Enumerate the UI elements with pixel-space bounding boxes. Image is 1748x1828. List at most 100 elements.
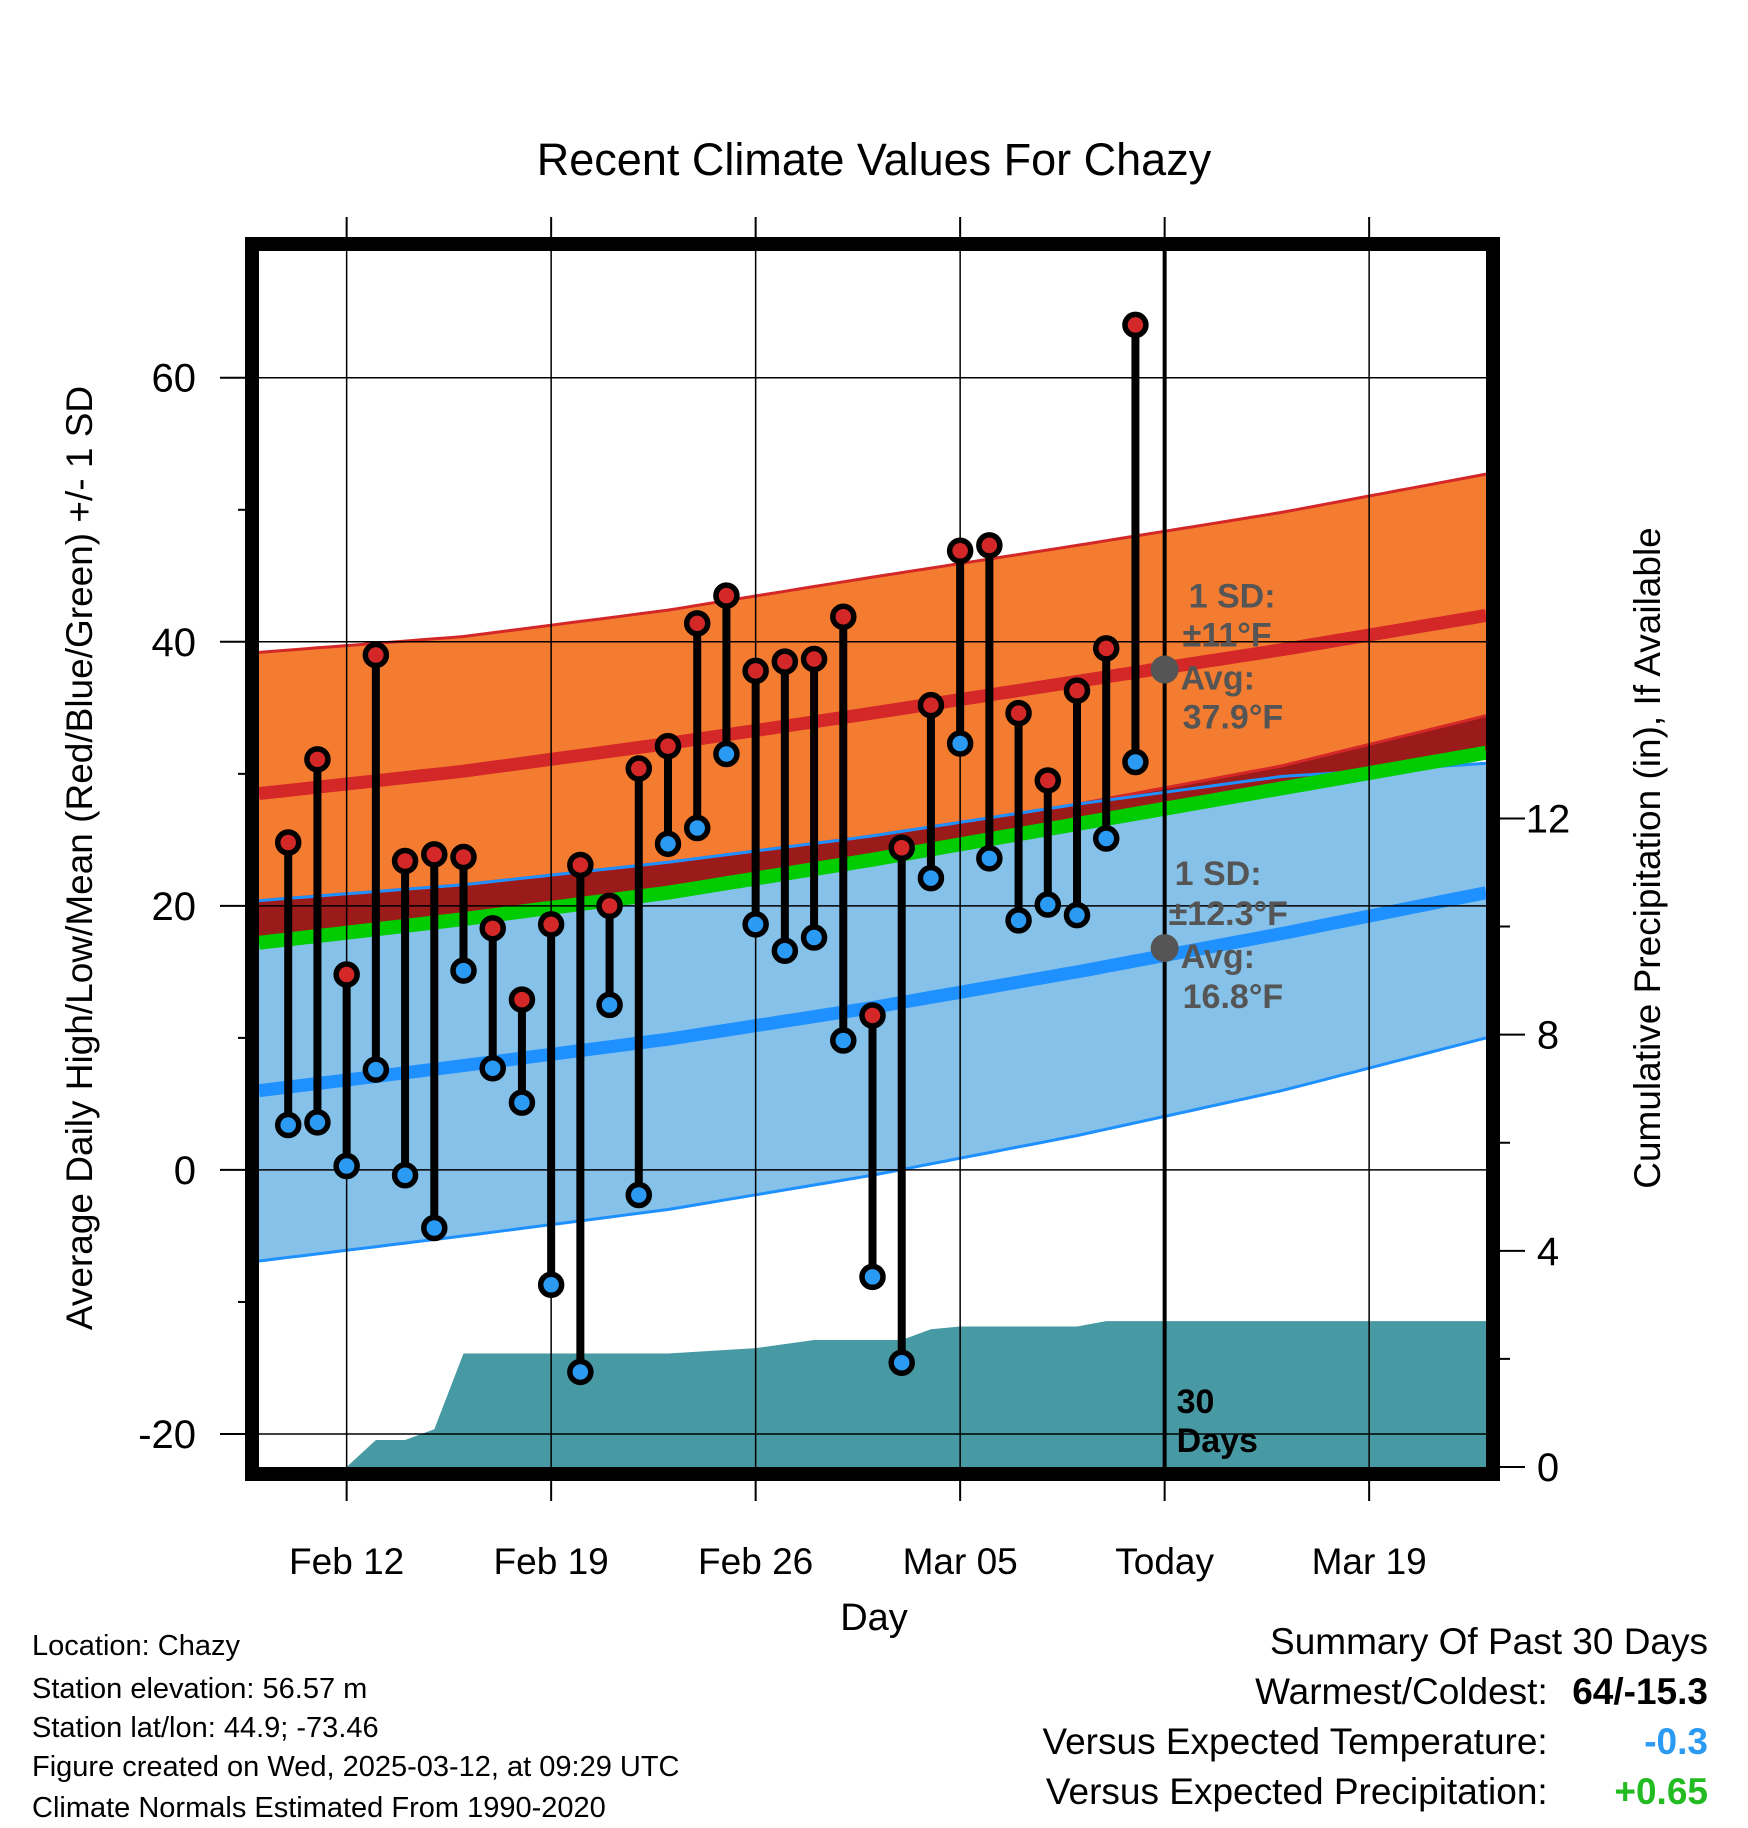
- summary-temp-row: Versus Expected Temperature: -0.3: [1042, 1717, 1708, 1767]
- obs-low-point: [508, 1089, 536, 1116]
- footer-location: Location: Chazy: [32, 1630, 240, 1662]
- obs-high-point: [917, 691, 945, 719]
- low-avg-marker: [1150, 934, 1179, 963]
- obs-low-point: [654, 830, 682, 858]
- sd-overlap-band: [259, 715, 1486, 943]
- obs-low-point: [304, 1109, 331, 1136]
- plot-area: [259, 251, 1486, 1467]
- footer-elevation: Station elevation: 56.57 m: [32, 1673, 368, 1705]
- x-tick-label: Mar 19: [1312, 1541, 1427, 1582]
- obs-low-point: [1034, 891, 1062, 918]
- x-axis-label: Day: [840, 1597, 908, 1639]
- obs-low-point: [976, 845, 1003, 872]
- axes: Feb 12 Feb 19 Feb 26 Mar 05 Today Mar 19 -20 0 2…: [138, 217, 1570, 1582]
- obs-high-point: [274, 829, 302, 856]
- obs-high-point: [304, 746, 331, 773]
- summary-precip-label: Versus Expected Precipitation:: [1045, 1771, 1548, 1812]
- y-tick-label: 60: [152, 357, 197, 401]
- footer-normals: Climate Normals Estimated From 1990-2020: [32, 1792, 606, 1824]
- obs-low-point: [274, 1111, 302, 1139]
- obs-high-point: [333, 961, 360, 988]
- obs-high-point: [976, 532, 1003, 559]
- y2-tick-label: 0: [1537, 1446, 1559, 1490]
- summary-title: Summary Of Past 30 Days: [1270, 1621, 1708, 1662]
- obs-low-point: [479, 1055, 506, 1082]
- summary-temp-label: Versus Expected Temperature:: [1042, 1721, 1548, 1762]
- y2-axis-label: Cumulative Precipitation (in), If Availa…: [1627, 527, 1668, 1189]
- y-tick-label: -20: [138, 1413, 196, 1457]
- y2-tick-label: 4: [1537, 1230, 1559, 1274]
- obs-low-point: [917, 864, 945, 892]
- obs-high-point: [479, 915, 506, 942]
- obs-high-point: [450, 843, 477, 871]
- obs-low-point: [1005, 907, 1032, 934]
- obs-high-point: [742, 657, 769, 685]
- obs-low-point: [391, 1161, 419, 1189]
- obs-high-point: [362, 641, 390, 669]
- y-tick-label: 0: [174, 1149, 196, 1193]
- low-sd-value: ±12.3°F: [1169, 895, 1288, 933]
- obs-high-point: [567, 851, 594, 879]
- obs-high-point: [1005, 699, 1032, 727]
- obs-high-point: [596, 892, 623, 920]
- x-tick-label: Feb 12: [289, 1541, 404, 1582]
- obs-high-point: [946, 537, 974, 564]
- obs-low-point: [742, 911, 769, 938]
- obs-high-point: [537, 911, 565, 938]
- summary-temp-value: -0.3: [1644, 1721, 1708, 1762]
- obs-high-point: [1092, 635, 1120, 662]
- obs-low-point: [333, 1152, 360, 1180]
- obs-high-point: [683, 610, 711, 637]
- obs-low-point: [1092, 825, 1120, 852]
- obs-low-point: [362, 1056, 390, 1083]
- window-days-number: 30: [1177, 1383, 1215, 1421]
- obs-low-point: [859, 1263, 886, 1291]
- window-days-label: Days: [1177, 1422, 1258, 1460]
- high-sd-band: [259, 474, 1486, 901]
- y-axis-label: Average Daily High/Low/Mean (Red/Blue/Gr…: [59, 386, 100, 1330]
- obs-high-point: [888, 834, 915, 862]
- obs-high-point: [508, 986, 536, 1013]
- obs-high-point: [1063, 677, 1091, 704]
- low-sd-label: 1 SD:: [1175, 855, 1262, 893]
- obs-high-point: [625, 755, 653, 782]
- plot-frame: [245, 237, 1500, 1481]
- observed-marks: [274, 311, 1149, 1386]
- obs-low-point: [830, 1027, 857, 1054]
- y2-tick-label: 8: [1537, 1014, 1559, 1058]
- high-sd-label: 1 SD:: [1189, 578, 1276, 616]
- obs-high-point: [830, 603, 857, 630]
- obs-low-point: [683, 814, 711, 842]
- obs-high-point: [654, 732, 682, 760]
- summary-precip-row: Versus Expected Precipitation: +0.65: [1042, 1767, 1708, 1817]
- obs-high-point: [391, 847, 419, 875]
- obs-low-point: [800, 924, 828, 951]
- obs-low-point: [625, 1181, 653, 1209]
- obs-low-point: [771, 937, 799, 965]
- obs-high-point: [1034, 767, 1062, 794]
- obs-high-point: [859, 1002, 886, 1029]
- obs-low-point: [1063, 901, 1091, 929]
- obs-high-point: [421, 841, 448, 868]
- x-tick-label: Mar 05: [903, 1541, 1018, 1582]
- low-avg-value: 16.8°F: [1183, 978, 1284, 1016]
- summary-warm-cold-value: 64/-15.3: [1572, 1671, 1708, 1712]
- footer-latlon: Station lat/lon: 44.9; -73.46: [32, 1712, 379, 1744]
- obs-low-point: [1122, 748, 1149, 776]
- chart-title: Recent Climate Values For Chazy: [537, 134, 1212, 185]
- high-avg-value: 37.9°F: [1183, 699, 1284, 737]
- y2-tick-label: 12: [1526, 797, 1571, 841]
- summary-warm-cold-label: Warmest/Coldest:: [1255, 1671, 1548, 1712]
- low-avg-label: Avg:: [1181, 938, 1255, 976]
- obs-low-point: [567, 1358, 594, 1386]
- high-avg-line: [259, 608, 1486, 801]
- y-tick-label: 20: [152, 885, 197, 929]
- high-sd-upper-edge: [259, 472, 1486, 654]
- obs-high-point: [1122, 311, 1149, 339]
- obs-low-point: [537, 1271, 565, 1299]
- obs-low-point: [888, 1349, 915, 1376]
- summary-panel: Summary Of Past 30 Days Warmest/Coldest:…: [1042, 1617, 1708, 1817]
- obs-high-point: [771, 648, 799, 675]
